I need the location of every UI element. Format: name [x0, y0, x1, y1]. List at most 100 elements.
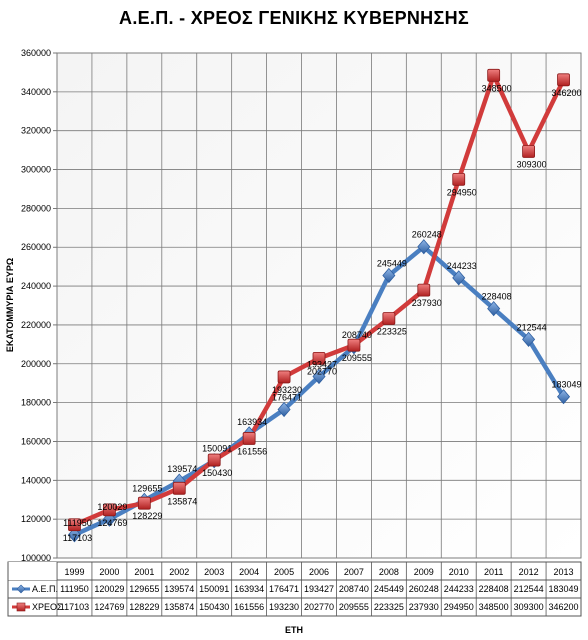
- xreos-data-label: 294950: [447, 187, 477, 197]
- table-cell-value: 139574: [164, 584, 194, 594]
- table-cell-value: 150091: [199, 584, 229, 594]
- x-tick-label: 2008: [379, 567, 399, 577]
- x-tick-label: 2007: [344, 567, 364, 577]
- aep-point: [382, 267, 396, 284]
- legend-marker-xreos: [16, 602, 26, 612]
- aep-data-label: 260248: [412, 230, 442, 240]
- aep-data-label: 193427: [307, 360, 337, 370]
- table-cell-value: 128229: [129, 602, 159, 612]
- aep-data-label: 212544: [517, 322, 547, 332]
- table-cell-value: 309300: [514, 602, 544, 612]
- y-tick-label: 240000: [21, 281, 51, 291]
- y-tick-label: 260000: [21, 242, 51, 252]
- table-cell-value: 202770: [304, 602, 334, 612]
- x-tick-label: 2002: [169, 567, 189, 577]
- xreos-data-label: 135874: [167, 496, 197, 506]
- x-tick-label: 2006: [309, 567, 329, 577]
- legend-marker-aep: [16, 584, 26, 594]
- table-cell-value: 346200: [549, 602, 579, 612]
- xreos-point: [207, 453, 221, 467]
- x-tick-label: 2012: [519, 567, 539, 577]
- xreos-data-label: 202770: [307, 366, 337, 376]
- x-tick-label: 2011: [484, 567, 503, 577]
- aep-point: [417, 239, 431, 255]
- x-tick-label: 2000: [99, 567, 119, 577]
- legend-label-xreos: ΧΡΕΟΣ: [32, 602, 63, 612]
- aep-point: [452, 270, 466, 286]
- xreos-point: [347, 338, 361, 352]
- aep-data-label: 129655: [132, 483, 162, 493]
- table-cell-value: 111950: [60, 584, 89, 594]
- aep-point: [277, 401, 291, 418]
- y-tick-label: 280000: [21, 203, 51, 213]
- aep-data-label: 183049: [552, 380, 582, 390]
- xreos-data-label: 348500: [482, 83, 512, 93]
- xreos-point: [242, 432, 256, 445]
- table-cell-value: 150430: [199, 602, 229, 612]
- x-tick-label: 2003: [204, 567, 224, 577]
- xreos-point: [312, 351, 326, 365]
- xreos-point: [172, 481, 186, 495]
- x-tick-label: 2001: [134, 567, 154, 577]
- xreos-point: [487, 68, 501, 82]
- y-tick-label: 180000: [21, 398, 51, 408]
- xreos-data-label: 223325: [377, 326, 407, 336]
- aep-data-label: 176471: [272, 392, 302, 402]
- table-cell-value: 135874: [164, 602, 194, 612]
- y-tick-label: 100000: [21, 553, 51, 563]
- y-tick-label: 320000: [21, 126, 51, 136]
- table-cell-value: 244233: [444, 584, 474, 594]
- x-tick-label: 2010: [449, 567, 469, 577]
- xreos-data-label: 237930: [412, 298, 442, 308]
- xreos-point: [557, 73, 570, 87]
- y-tick-label: 160000: [21, 436, 51, 446]
- xreos-point: [522, 145, 535, 158]
- aep-data-label: 244233: [447, 261, 477, 271]
- table-cell-value: 183049: [549, 584, 579, 594]
- aep-data-label: 163934: [237, 417, 267, 427]
- aep-point: [522, 331, 536, 348]
- table-cell-value: 120029: [94, 584, 124, 594]
- x-axis-label: ΕΤΗ: [285, 625, 303, 635]
- x-tick-label: 2005: [274, 567, 294, 577]
- xreos-data-label: 161556: [237, 446, 267, 456]
- y-tick-label: 120000: [21, 514, 51, 524]
- xreos-point: [103, 503, 116, 517]
- legend-label-aep: Α.Ε.Π.: [32, 584, 58, 594]
- table-cell-value: 223325: [374, 602, 404, 612]
- y-tick-label: 340000: [21, 87, 51, 97]
- table-cell-value: 208740: [339, 584, 369, 594]
- aep-point: [67, 527, 81, 543]
- table-cell-value: 228408: [479, 584, 509, 594]
- data-table: [7, 561, 582, 617]
- table-cell-value: 237930: [409, 602, 439, 612]
- y-tick-label: 300000: [21, 165, 51, 175]
- x-tick-label: 2013: [554, 567, 574, 577]
- y-tick-label: 140000: [21, 475, 51, 485]
- xreos-data-label: 193230: [272, 385, 302, 395]
- xreos-point: [382, 312, 396, 325]
- aep-data-label: 111950: [63, 518, 92, 528]
- table-cell-value: 129655: [129, 584, 159, 594]
- aep-data-label: 228408: [482, 292, 512, 302]
- aep-data-label: 245449: [377, 258, 407, 268]
- table-cell-value: 117103: [60, 602, 89, 612]
- xreos-point: [68, 518, 81, 532]
- table-cell-value: 124769: [94, 602, 124, 612]
- x-tick-label: 2009: [414, 567, 434, 577]
- table-cell-value: 161556: [234, 602, 264, 612]
- x-tick-label: 2004: [239, 567, 259, 577]
- xreos-data-label: 124769: [97, 518, 127, 528]
- table-cell-value: 348500: [479, 602, 509, 612]
- table-cell-value: 294950: [444, 602, 474, 612]
- xreos-point: [137, 496, 151, 510]
- xreos-data-label: 346200: [552, 88, 582, 98]
- table-corner: [8, 562, 57, 580]
- plot-area: [56, 52, 582, 559]
- aep-data-label: 150091: [202, 444, 232, 454]
- aep-data-label: 120029: [97, 502, 127, 512]
- table-cell-value: 260248: [409, 584, 439, 594]
- aep-data-label: 139574: [167, 464, 197, 474]
- xreos-point: [277, 370, 291, 384]
- table-cell-value: 193427: [304, 584, 334, 594]
